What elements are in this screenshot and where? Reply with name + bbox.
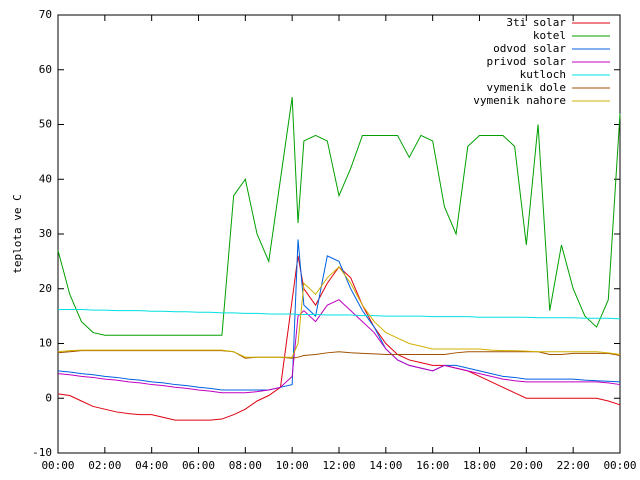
- x-tick-label: 16:00: [416, 459, 449, 472]
- legend-label: vymenik nahore: [473, 94, 566, 107]
- y-tick-label: 60: [39, 63, 52, 76]
- series-line: [58, 309, 621, 320]
- legend-label: kotel: [533, 29, 566, 42]
- x-tick-label: 12:00: [322, 459, 355, 472]
- y-axis-label: teplota ve C: [11, 194, 24, 273]
- x-tick-label: 00:00: [41, 459, 74, 472]
- y-tick-label: 10: [39, 337, 52, 350]
- x-tick-label: 06:00: [182, 459, 215, 472]
- x-tick-label: 00:00: [603, 459, 636, 472]
- x-tick-label: 20:00: [510, 459, 543, 472]
- x-tick-label: 08:00: [229, 459, 262, 472]
- y-tick-label: 50: [39, 118, 52, 131]
- y-tick-label: 70: [39, 8, 52, 21]
- legend-label: odvod solar: [493, 42, 566, 55]
- series-line: [57, 239, 621, 391]
- x-tick-label: 04:00: [135, 459, 168, 472]
- x-tick-label: 14:00: [369, 459, 402, 472]
- series-line: [57, 350, 621, 359]
- series-line: [57, 266, 621, 358]
- x-tick-label: 02:00: [88, 459, 121, 472]
- y-tick-label: 20: [39, 282, 52, 295]
- x-tick-label: 10:00: [276, 459, 309, 472]
- y-tick-label: 40: [39, 172, 52, 185]
- series-line: [57, 299, 621, 394]
- legend-label: privod solar: [487, 55, 567, 68]
- x-tick-label: 18:00: [463, 459, 496, 472]
- legend-label: vymenik dole: [487, 81, 566, 94]
- y-tick-label: -10: [32, 446, 52, 459]
- x-tick-label: 22:00: [557, 459, 590, 472]
- legend-label: kutloch: [520, 68, 566, 81]
- y-tick-label: 30: [39, 227, 52, 240]
- series-line: [57, 255, 621, 421]
- y-tick-label: 0: [45, 391, 52, 404]
- legend-label: 3ti solar: [506, 16, 566, 29]
- series-line: [57, 97, 621, 336]
